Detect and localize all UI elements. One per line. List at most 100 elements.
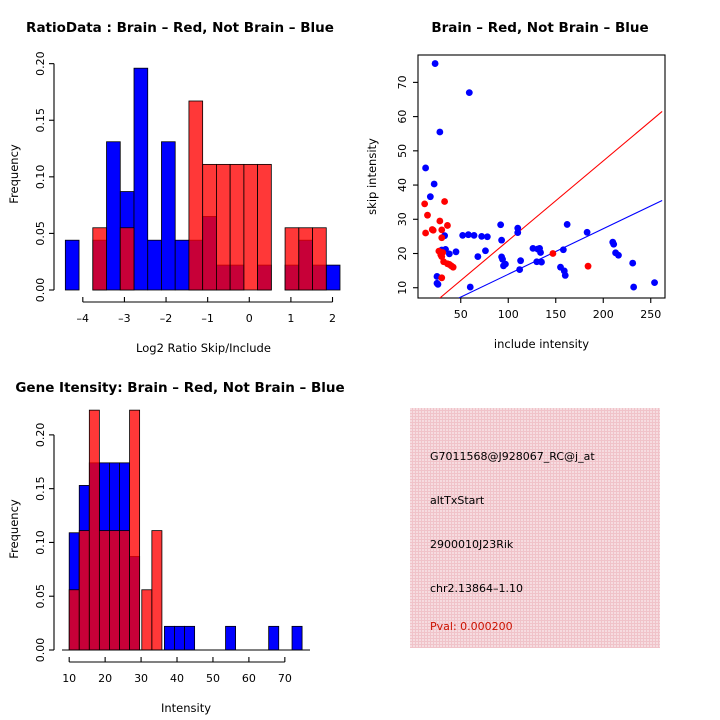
intensity-scatter-canvas: 10 20 30 40 50 60 70 skip intensity 50 100 150 200 2…	[365, 54, 666, 351]
scatter-point	[497, 221, 505, 229]
x-tick-label: 20	[98, 672, 112, 685]
scatter-series-not-brain	[422, 60, 658, 291]
gene-bars-brain	[68, 409, 163, 651]
y-tick-label: 40	[396, 178, 409, 192]
histogram-bar	[129, 409, 141, 651]
scatter-point	[452, 248, 460, 256]
x-tick-label: 30	[134, 672, 148, 685]
histogram-bar	[325, 264, 341, 291]
scatter-x-axis: 50 100 150 200 250	[454, 298, 661, 321]
gene-intensity-canvas: 0.00 0.05 0.10 0.15 0.20 Frequency 10 20 30 40 50 6…	[7, 409, 310, 715]
gene-x-axis: 10 20 30 40 50 60 70	[62, 657, 292, 685]
scatter-point	[436, 128, 444, 136]
x-tick-label: 10	[62, 672, 76, 685]
scatter-series-brain	[421, 198, 592, 282]
y-tick-label: 50	[396, 144, 409, 158]
scatter-point	[430, 180, 438, 188]
ratio-plot-area	[64, 67, 341, 291]
x-tick-label: –4	[77, 312, 90, 325]
scatter-point	[502, 260, 509, 268]
gene-intensity-title: Gene Itensity: Brain – Red, Not Brain – …	[15, 380, 345, 396]
scatter-point	[517, 257, 524, 265]
x-tick-label: 0	[246, 312, 253, 325]
y-tick-label: 10	[396, 281, 409, 295]
histogram-bar	[64, 239, 80, 291]
scatter-point	[561, 272, 569, 279]
histogram-bar	[229, 163, 245, 291]
histogram-bar	[202, 163, 217, 291]
gene-symbol-text: 2900010J23Rik	[430, 538, 514, 551]
scatter-point	[651, 279, 658, 286]
scatter-point	[466, 283, 474, 291]
histogram-bar	[243, 163, 258, 291]
locus-text: chr2.13864–1.10	[430, 582, 524, 595]
scatter-point	[429, 226, 437, 234]
scatter-plot-frame	[417, 54, 666, 299]
x-tick-label: 60	[242, 672, 256, 685]
y-tick-label: 60	[396, 110, 409, 124]
histogram-bar	[184, 625, 196, 651]
histogram-bar	[98, 530, 110, 651]
y-tick-label: 0.15	[34, 108, 47, 132]
ratio-y-axis: 0.00 0.05 0.10 0.15 0.20	[34, 51, 55, 303]
y-tick-label: 0.05	[34, 584, 47, 609]
ratio-histogram-title: RatioData : Brain – Red, Not Brain – Blu…	[26, 20, 334, 36]
scatter-point	[514, 229, 522, 237]
histogram-bar	[109, 530, 120, 651]
scatter-point	[470, 231, 478, 239]
intensity-scatter-title: Brain – Red, Not Brain – Blue	[431, 20, 649, 36]
scatter-point	[615, 251, 622, 259]
histogram-bar	[92, 227, 107, 291]
scatter-point	[445, 250, 453, 258]
scatter-point	[449, 263, 457, 271]
probe-info-box: G7011568@J928067_RC@j_at altTxStart 2900…	[410, 408, 660, 648]
x-tick-label: 1	[287, 312, 294, 325]
histogram-bar	[225, 625, 236, 651]
y-tick-label: 70	[396, 75, 409, 89]
scatter-point	[422, 164, 429, 172]
scatter-point	[629, 259, 637, 267]
scatter-point	[439, 249, 447, 256]
y-tick-label: 0.00	[34, 278, 47, 303]
scatter-point	[583, 228, 591, 236]
ratio-histogram-panel: RatioData : Brain – Red, Not Brain – Blu…	[0, 0, 360, 360]
intensity-scatter-panel: Brain – Red, Not Brain – Blue 10 20 30 40 50…	[360, 0, 720, 360]
scatter-point	[436, 217, 444, 225]
histogram-bar	[164, 625, 175, 651]
histogram-bar	[141, 589, 153, 651]
scatter-point	[559, 246, 567, 254]
histogram-bar	[291, 625, 303, 651]
scatter-point	[438, 274, 446, 282]
y-tick-label: 0.20	[34, 51, 47, 76]
x-tick-label: 100	[498, 308, 519, 321]
histogram-bar	[268, 625, 280, 651]
x-tick-label: 50	[206, 672, 220, 685]
scatter-point	[431, 60, 439, 67]
scatter-point	[610, 240, 618, 248]
scatter-plot-area	[421, 60, 663, 298]
ratio-x-axis: –4 –3 –2 –1 0 1 2	[77, 297, 336, 325]
scatter-point	[465, 89, 473, 97]
scatter-point	[516, 266, 524, 273]
histogram-bar	[106, 141, 121, 291]
y-tick-label: 0.20	[34, 423, 47, 448]
x-tick-label: –3	[118, 312, 131, 325]
histogram-bar	[174, 239, 190, 291]
x-tick-label: 250	[640, 308, 661, 321]
y-tick-label: 0.10	[34, 165, 47, 190]
scatter-point	[482, 247, 489, 255]
scatter-point	[438, 226, 446, 234]
x-tick-label: 150	[545, 308, 566, 321]
scatter-point	[422, 229, 429, 237]
x-tick-label: 40	[170, 672, 184, 685]
scatter-point	[538, 258, 545, 266]
probe-info-panel: G7011568@J928067_RC@j_at altTxStart 2900…	[360, 360, 720, 720]
scatter-point	[563, 221, 571, 228]
probe-id-text: G7011568@J928067_RC@j_at	[430, 450, 595, 463]
histogram-bar	[68, 589, 80, 651]
y-tick-label: 30	[396, 212, 409, 226]
x-tick-label: 2	[329, 312, 336, 325]
ratio-histogram-canvas: 0.00 0.05 0.10 0.15 0.20 Frequency –4 –3 –2 –1 0 1 2…	[7, 51, 341, 355]
scatter-point	[584, 262, 592, 270]
histogram-bar	[257, 163, 272, 291]
